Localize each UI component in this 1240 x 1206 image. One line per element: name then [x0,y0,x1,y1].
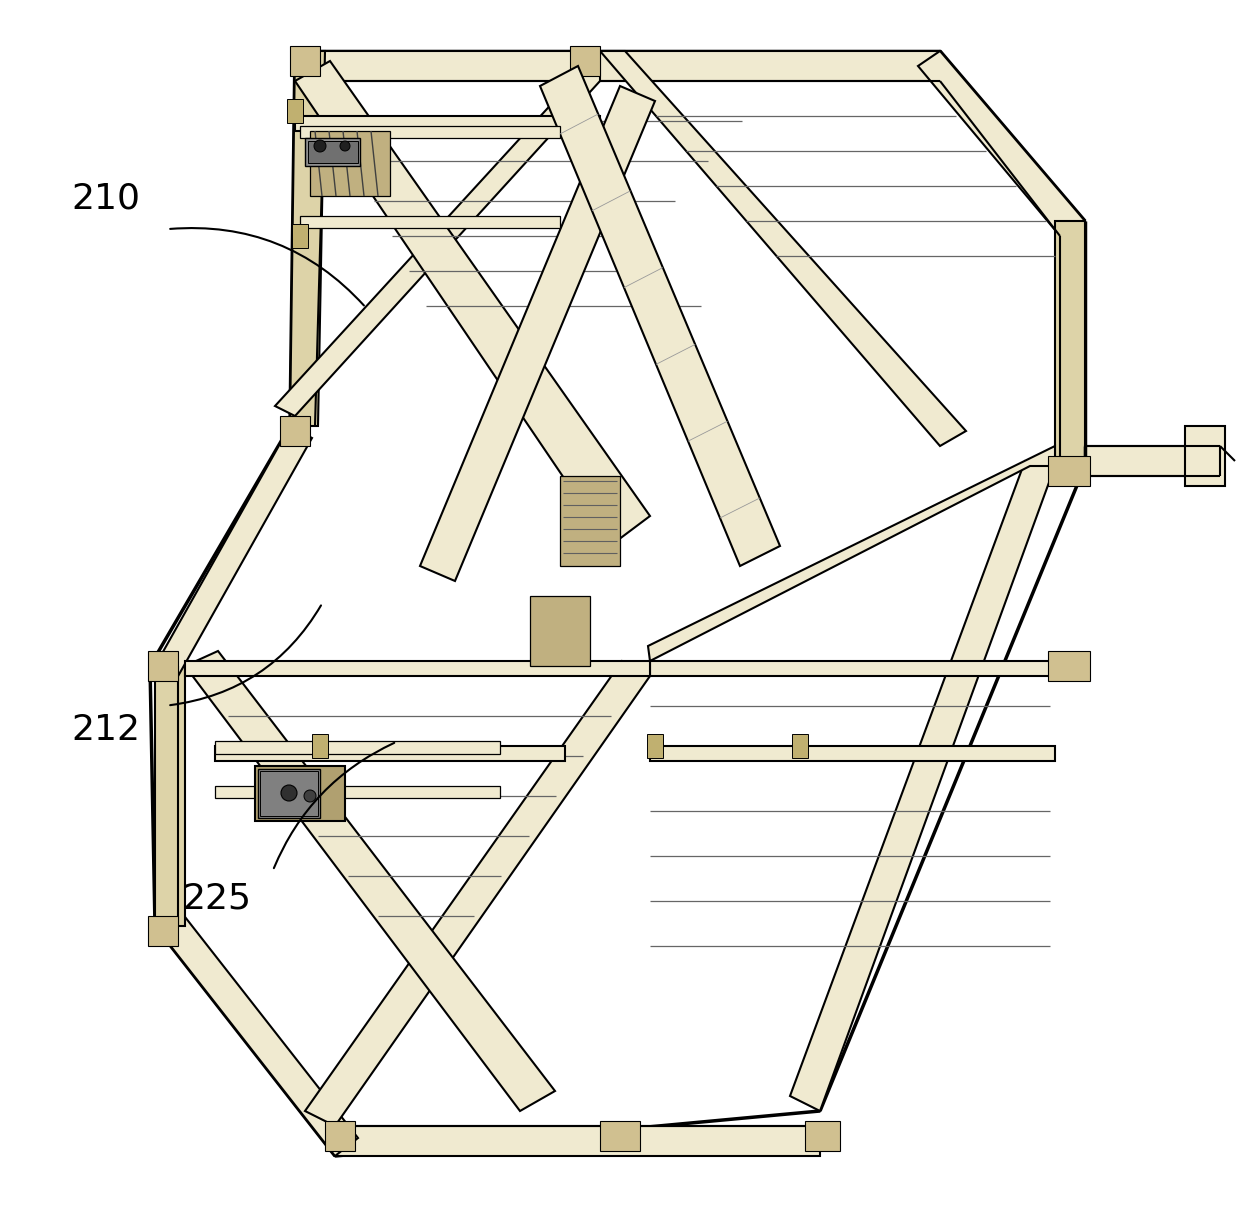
Polygon shape [286,99,303,123]
Polygon shape [790,461,1055,1111]
Text: 212: 212 [71,713,140,747]
Polygon shape [647,734,663,759]
Polygon shape [1048,651,1090,681]
Polygon shape [280,416,310,446]
Polygon shape [560,476,620,566]
Polygon shape [650,661,1055,677]
Polygon shape [215,786,500,798]
Polygon shape [258,769,320,818]
Polygon shape [792,734,808,759]
Polygon shape [650,747,1055,761]
Circle shape [281,785,298,801]
Polygon shape [805,1122,839,1151]
Polygon shape [539,66,780,566]
Polygon shape [295,62,650,546]
Polygon shape [918,51,1085,236]
Polygon shape [420,86,655,581]
Polygon shape [600,51,966,446]
Polygon shape [155,908,358,1157]
Polygon shape [1048,456,1090,486]
Polygon shape [1085,446,1190,476]
Polygon shape [290,46,320,76]
Polygon shape [185,661,650,677]
Polygon shape [155,426,312,678]
Polygon shape [649,446,1055,661]
Polygon shape [1055,221,1085,466]
Polygon shape [600,1122,640,1151]
Polygon shape [325,1122,355,1151]
Polygon shape [291,224,308,248]
Circle shape [314,140,326,152]
Circle shape [340,141,350,151]
Polygon shape [305,137,360,166]
Polygon shape [305,661,650,1126]
Polygon shape [260,771,317,816]
Polygon shape [148,917,179,946]
Circle shape [304,790,316,802]
Polygon shape [308,141,358,163]
Polygon shape [155,666,185,926]
Polygon shape [295,116,600,131]
Text: 225: 225 [182,882,252,915]
Polygon shape [185,651,556,1111]
Polygon shape [255,766,345,821]
Polygon shape [570,46,600,76]
Polygon shape [310,131,391,197]
Polygon shape [275,51,600,416]
Polygon shape [215,747,565,761]
Polygon shape [1185,426,1225,486]
Polygon shape [215,740,500,754]
Polygon shape [529,596,590,666]
Text: 210: 210 [71,182,140,216]
Polygon shape [335,1126,820,1157]
Polygon shape [290,51,325,426]
Polygon shape [300,216,560,228]
Polygon shape [300,125,560,137]
Polygon shape [148,651,179,681]
Polygon shape [312,734,329,759]
Polygon shape [295,51,940,81]
